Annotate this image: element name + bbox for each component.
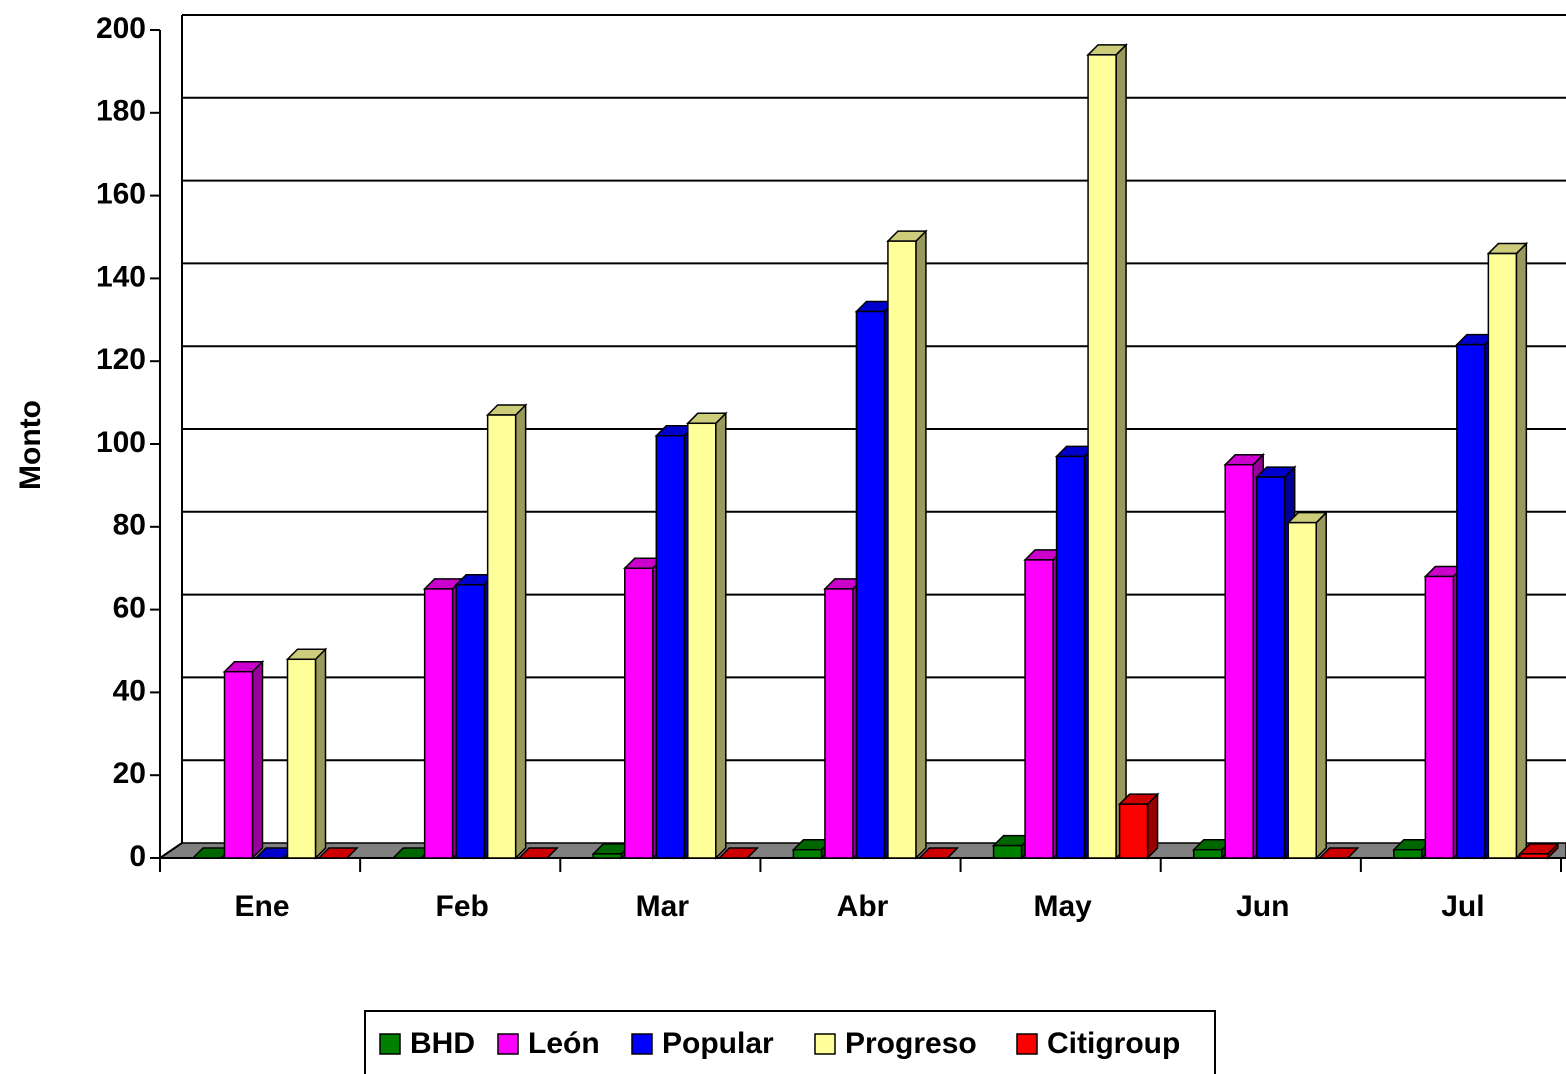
bar-front xyxy=(486,414,517,859)
bar-front xyxy=(887,240,917,859)
bar xyxy=(685,411,728,860)
bar xyxy=(222,659,265,860)
bar-top xyxy=(1317,847,1360,859)
x-tick-label: Abr xyxy=(837,890,889,923)
bar-side xyxy=(1315,510,1327,860)
bar-top xyxy=(517,847,559,859)
y-tick-label: 120 xyxy=(96,343,146,376)
legend-label: Popular xyxy=(662,1027,774,1060)
x-tick-label: Jun xyxy=(1236,890,1289,923)
bar-front xyxy=(1393,848,1423,859)
y-tick-label: 180 xyxy=(96,95,146,128)
y-tick-label: 80 xyxy=(113,509,146,542)
bar-top xyxy=(317,847,359,859)
legend-swatch xyxy=(631,1033,653,1055)
bar-front xyxy=(1424,575,1455,859)
bar-top xyxy=(917,847,960,859)
bar-front xyxy=(223,670,254,859)
bar xyxy=(1317,847,1360,859)
bar xyxy=(485,403,528,860)
bar-front xyxy=(655,434,686,859)
bar-side xyxy=(1146,792,1159,860)
bar xyxy=(317,847,359,859)
y-tick-label: 60 xyxy=(113,592,146,625)
y-tick-label: 140 xyxy=(96,260,146,293)
x-tick-label: Mar xyxy=(636,890,690,923)
legend-swatch xyxy=(814,1033,836,1055)
bar xyxy=(285,647,328,860)
bar-front xyxy=(592,853,623,859)
bar-front xyxy=(423,588,454,859)
bar-front xyxy=(1456,343,1486,859)
bar-front xyxy=(1519,853,1549,859)
bar-side xyxy=(1115,43,1127,860)
bar xyxy=(1086,43,1128,860)
bar-front xyxy=(824,588,854,859)
x-tick-label: Ene xyxy=(235,890,290,923)
bar-top xyxy=(717,847,760,859)
bar-front xyxy=(1118,803,1149,859)
bar-front xyxy=(687,422,717,859)
bar-front xyxy=(1287,521,1317,859)
bar-front xyxy=(1255,476,1286,859)
bar-side xyxy=(314,647,327,860)
bar-side xyxy=(715,411,727,860)
legend-label: Progreso xyxy=(845,1027,977,1060)
side-wall-edge xyxy=(159,842,183,859)
bar xyxy=(1486,241,1529,860)
bar-front xyxy=(1192,848,1223,859)
legend-swatch xyxy=(379,1033,401,1055)
bar-front xyxy=(286,658,317,859)
x-tick-label: Feb xyxy=(436,890,489,923)
bar-front xyxy=(1024,559,1054,859)
legend-swatch xyxy=(1016,1033,1038,1055)
y-tick-label: 160 xyxy=(96,178,146,211)
bar-side xyxy=(514,403,527,860)
bar xyxy=(1117,792,1160,860)
bar xyxy=(886,229,928,860)
x-tick-label: May xyxy=(1033,890,1092,923)
y-tick-label: 40 xyxy=(113,674,146,707)
legend-label: Citigroup xyxy=(1047,1027,1180,1060)
y-axis-label: Monto xyxy=(14,400,47,490)
bar xyxy=(917,847,960,859)
legend: BHD León Popular Progreso Citigroup xyxy=(364,1010,1216,1074)
bar-front xyxy=(855,310,886,859)
legend-swatch xyxy=(497,1033,519,1055)
bar-front xyxy=(992,844,1023,859)
bar xyxy=(1286,510,1329,860)
bar-front xyxy=(624,567,654,859)
bar-front xyxy=(1087,54,1117,859)
bar-front xyxy=(455,584,485,859)
bar xyxy=(1518,842,1560,860)
y-tick-label: 200 xyxy=(96,12,146,45)
y-tick-label: 0 xyxy=(129,840,146,873)
legend-label: León xyxy=(528,1027,600,1060)
legend-label: BHD xyxy=(410,1027,475,1060)
bar xyxy=(717,847,760,859)
bar-side xyxy=(1515,241,1528,860)
y-tick-label: 100 xyxy=(96,426,146,459)
bar xyxy=(517,847,559,859)
bar-front xyxy=(1224,463,1254,859)
bar-side xyxy=(251,659,264,860)
bar-front xyxy=(792,848,823,859)
x-tick-label: Jul xyxy=(1441,890,1484,923)
bar-front xyxy=(1055,455,1086,859)
bar-side xyxy=(915,229,927,860)
bar-front xyxy=(1487,252,1518,859)
y-tick-label: 20 xyxy=(113,757,146,790)
